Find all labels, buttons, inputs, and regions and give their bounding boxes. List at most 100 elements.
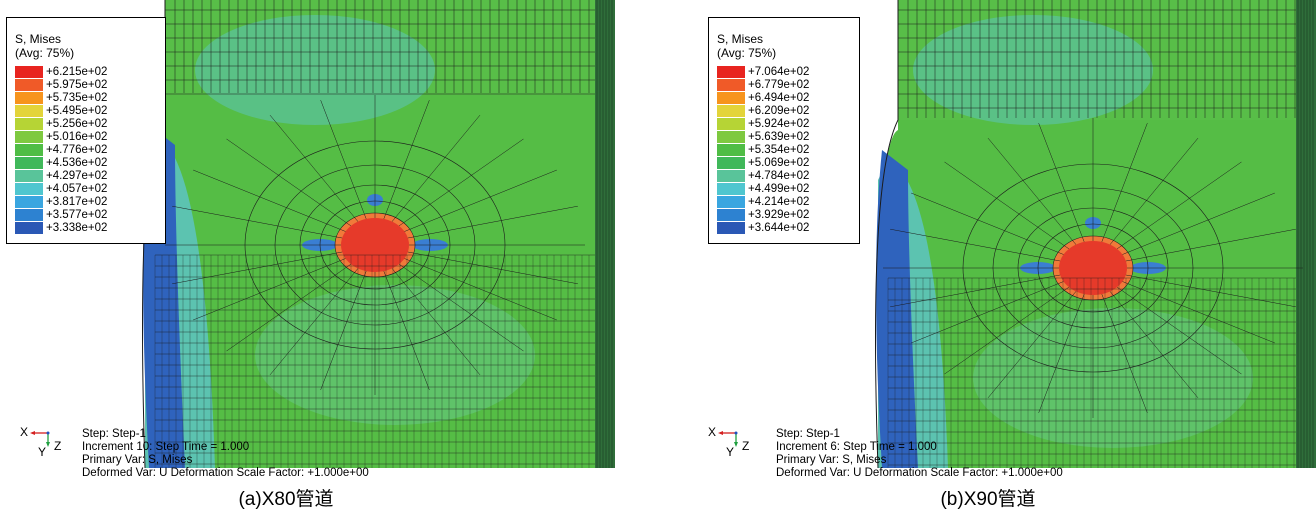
legend-value: +7.064e+02 (748, 66, 810, 78)
stress-hotspot (1059, 241, 1127, 295)
mesh-line (1122, 281, 1275, 344)
legend-row: +6.494e+02 (717, 92, 809, 104)
mesh-line (172, 251, 343, 285)
mesh-line (269, 114, 359, 222)
legend-swatch (717, 209, 745, 221)
triad-arrows-icon (30, 431, 50, 447)
contour-plot-x90 (875, 0, 1316, 469)
legend-swatch (717, 196, 745, 208)
mesh-line (911, 192, 1064, 255)
legend-swatch (15, 66, 43, 78)
legend-row: +4.784e+02 (717, 170, 809, 182)
mesh-line (987, 137, 1077, 245)
mesh-line (226, 138, 352, 227)
mesh-line (398, 263, 524, 352)
mesh-line (269, 268, 359, 376)
mesh-line (1101, 123, 1148, 243)
mesh-line (992, 187, 1194, 349)
legend-row: +5.924e+02 (717, 118, 809, 130)
legend-row: +5.354e+02 (717, 144, 809, 156)
legend-swatch (717, 92, 745, 104)
legend-value: +4.499e+02 (748, 183, 810, 195)
legend-swatch (15, 79, 43, 91)
legend-value: +5.975e+02 (46, 79, 108, 91)
mesh-line (1116, 286, 1242, 375)
mesh-line (407, 251, 578, 285)
legend-row: +3.817e+02 (15, 196, 107, 208)
legend-value: +3.338e+02 (46, 222, 108, 234)
legend-value: +4.057e+02 (46, 183, 108, 195)
mesh-line (1125, 228, 1296, 262)
mesh-line (911, 281, 1064, 344)
legend-value: +4.214e+02 (748, 196, 810, 208)
legend-row: +4.057e+02 (15, 183, 107, 195)
mesh-line (320, 100, 367, 220)
legend-swatch (717, 183, 745, 195)
mesh-line (391, 114, 481, 222)
mesh-line (383, 100, 430, 220)
panel-x80: S, Mises (Avg: 75%) +6.215e+02 +5.975e+02… (6, 0, 615, 510)
mesh-line (1109, 291, 1199, 399)
mesh-line (890, 274, 1061, 308)
step-label: Step: Step-1 (82, 428, 146, 440)
legend-title: S, Mises (15, 32, 62, 46)
panel-x90: S, Mises (Avg: 75%) +7.064e+02 +6.779e+02… (658, 0, 1316, 522)
legend-row: +3.644e+02 (717, 222, 809, 234)
mesh-line (299, 184, 451, 306)
legend-row: +3.338e+02 (15, 222, 107, 234)
legend-row: +4.776e+02 (15, 144, 107, 156)
mesh-line (244, 140, 506, 350)
field-region (876, 150, 918, 468)
mesh-line (875, 0, 899, 469)
caption: (a)X80管道 (238, 489, 334, 510)
legend-value: +3.577e+02 (46, 209, 108, 221)
mesh-line (890, 228, 1061, 262)
triad-x-label: X (20, 425, 29, 439)
mesh-line (1122, 192, 1275, 255)
legend-row: +5.639e+02 (717, 131, 809, 143)
legend-swatch (15, 157, 43, 169)
legend-subtitle: (Avg: 75%) (717, 46, 777, 60)
mesh-line (226, 263, 352, 352)
axis-triad: X Y Z (20, 425, 70, 465)
legend-row: +6.209e+02 (717, 105, 809, 117)
mesh-line (404, 258, 557, 321)
mesh-line (391, 268, 481, 376)
mesh-line (1125, 274, 1296, 308)
primary-var-label: Primary Var: S, Mises (776, 454, 887, 466)
legend-box: S, Mises (Avg: 75%) +6.215e+02 +5.975e+02… (6, 17, 166, 244)
legend-swatch (717, 131, 745, 143)
legend-value: +3.817e+02 (46, 196, 108, 208)
mesh-line (1109, 137, 1199, 245)
legend-row: +5.069e+02 (717, 157, 809, 169)
legend-swatch (15, 196, 43, 208)
mesh-line (1017, 207, 1169, 329)
legend-value: +4.784e+02 (748, 170, 810, 182)
legend-box: S, Mises (Avg: 75%) +7.064e+02 +6.779e+02… (708, 17, 860, 244)
legend-row: +7.064e+02 (717, 66, 809, 78)
legend-row: +4.499e+02 (717, 183, 809, 195)
mesh-line (274, 164, 476, 326)
legend-value: +6.494e+02 (748, 92, 810, 104)
legend-value: +6.209e+02 (748, 105, 810, 117)
legend-value: +4.297e+02 (46, 170, 108, 182)
increment-label: Increment 10: Step Time = 1.000 (82, 441, 250, 453)
legend-swatch (15, 222, 43, 234)
mesh-line (398, 138, 524, 227)
legend-row: +4.214e+02 (717, 196, 809, 208)
legend-swatch (15, 144, 43, 156)
mesh-line (383, 270, 430, 390)
mesh-line (407, 205, 578, 239)
step-info: Step: Step-1 Increment 6: Step Time = 1.… (776, 428, 1063, 480)
mesh-line (1038, 123, 1085, 243)
mesh-line (944, 286, 1070, 375)
step-info: Step: Step-1 Increment 10: Step Time = 1… (82, 428, 369, 480)
caption: (b)X90管道 (940, 489, 1036, 510)
legend-title: S, Mises (717, 32, 764, 46)
legend-row: +6.779e+02 (717, 79, 809, 91)
legend-row: +3.929e+02 (717, 209, 809, 221)
legend-swatch (15, 118, 43, 130)
legend-value: +5.016e+02 (46, 131, 108, 143)
legend-row: +6.215e+02 (15, 66, 107, 78)
legend-value: +5.735e+02 (46, 92, 108, 104)
